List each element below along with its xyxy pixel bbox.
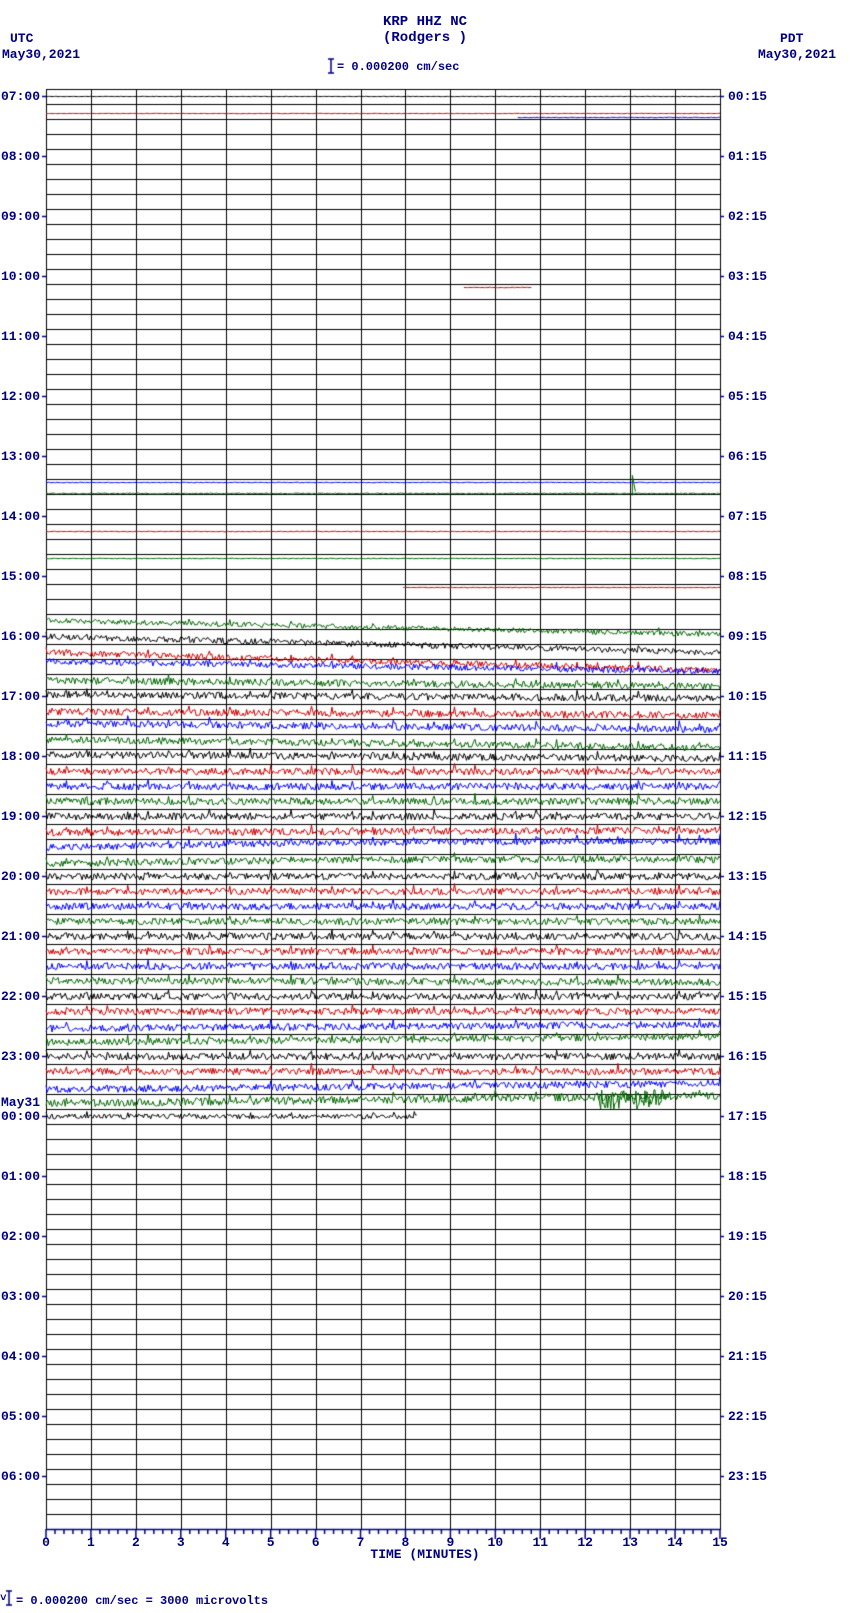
pdt-hour-07:15: 07:15 (728, 509, 767, 524)
pdt-hour-19:15: 19:15 (728, 1229, 767, 1244)
utc-hour-01:00: 01:00 (1, 1169, 40, 1184)
pdt-hour-17:15: 17:15 (728, 1109, 767, 1124)
title-line-0: KRP HHZ NC (383, 14, 467, 30)
pdt-hour-03:15: 03:15 (728, 269, 767, 284)
utc-hour-05:00: 05:00 (1, 1409, 40, 1424)
utc-hour-08:00: 08:00 (1, 149, 40, 164)
x-tick-3: 3 (177, 1535, 185, 1550)
pdt-hour-01:15: 01:15 (728, 149, 767, 164)
pdt-hour-14:15: 14:15 (728, 929, 767, 944)
footer-tick-glyph: ˅ (0, 1593, 7, 1605)
pdt-hour-09:15: 09:15 (728, 629, 767, 644)
pdt-hour-05:15: 05:15 (728, 389, 767, 404)
utc-hour-22:00: 22:00 (1, 989, 40, 1004)
pdt-hour-16:15: 16:15 (728, 1049, 767, 1064)
utc-hour-13:00: 13:00 (1, 449, 40, 464)
utc-hour-11:00: 11:00 (1, 329, 40, 344)
title-line-1: (Rodgers ) (383, 30, 467, 46)
pdt-hour-08:15: 08:15 (728, 569, 767, 584)
x-tick-10: 10 (488, 1535, 504, 1550)
x-tick-15: 15 (712, 1535, 728, 1550)
footer-text: = 0.000200 cm/sec = 3000 microvolts (16, 1594, 268, 1608)
pdt-hour-11:15: 11:15 (728, 749, 767, 764)
x-tick-5: 5 (267, 1535, 275, 1550)
utc-hour-15:00: 15:00 (1, 569, 40, 584)
x-tick-0: 0 (42, 1535, 50, 1550)
pdt-hour-06:15: 06:15 (728, 449, 767, 464)
utc-hour-12:00: 12:00 (1, 389, 40, 404)
seismogram-plot (0, 0, 850, 1613)
x-axis-label: TIME (MINUTES) (370, 1547, 479, 1562)
pdt-hour-21:15: 21:15 (728, 1349, 767, 1364)
pdt-hour-04:15: 04:15 (728, 329, 767, 344)
pdt-hour-15:15: 15:15 (728, 989, 767, 1004)
pdt-hour-12:15: 12:15 (728, 809, 767, 824)
pdt-hour-02:15: 02:15 (728, 209, 767, 224)
utc-hour-07:00: 07:00 (1, 89, 40, 104)
pdt-hour-23:15: 23:15 (728, 1469, 767, 1484)
utc-hour-06:00: 06:00 (1, 1469, 40, 1484)
header-label-2: PDT (780, 31, 803, 46)
pdt-hour-20:15: 20:15 (728, 1289, 767, 1304)
x-tick-1: 1 (87, 1535, 95, 1550)
utc-hour-09:00: 09:00 (1, 209, 40, 224)
x-tick-6: 6 (312, 1535, 320, 1550)
utc-hour-02:00: 02:00 (1, 1229, 40, 1244)
header-label-3: May30,2021 (758, 47, 836, 62)
utc-hour-10:00: 10:00 (1, 269, 40, 284)
x-tick-12: 12 (577, 1535, 593, 1550)
x-tick-14: 14 (667, 1535, 683, 1550)
pdt-hour-13:15: 13:15 (728, 869, 767, 884)
utc-hour-04:00: 04:00 (1, 1349, 40, 1364)
utc-hour-00:00: 00:00 (1, 1109, 40, 1124)
utc-hour-16:00: 16:00 (1, 629, 40, 644)
utc-date-label: May31 (1, 1095, 40, 1110)
seismogram-container: KRP HHZ NC(Rodgers )UTCMay30,2021PDTMay3… (0, 0, 850, 1613)
utc-hour-14:00: 14:00 (1, 509, 40, 524)
utc-hour-23:00: 23:00 (1, 1049, 40, 1064)
utc-hour-17:00: 17:00 (1, 689, 40, 704)
utc-hour-03:00: 03:00 (1, 1289, 40, 1304)
pdt-hour-00:15: 00:15 (728, 89, 767, 104)
pdt-hour-22:15: 22:15 (728, 1409, 767, 1424)
pdt-hour-18:15: 18:15 (728, 1169, 767, 1184)
x-tick-13: 13 (622, 1535, 638, 1550)
utc-hour-18:00: 18:00 (1, 749, 40, 764)
scale-indicator-text: = 0.000200 cm/sec (337, 60, 459, 74)
header-label-1: May30,2021 (2, 47, 80, 62)
header-label-0: UTC (10, 31, 33, 46)
x-tick-2: 2 (132, 1535, 140, 1550)
utc-hour-21:00: 21:00 (1, 929, 40, 944)
utc-hour-20:00: 20:00 (1, 869, 40, 884)
x-tick-4: 4 (222, 1535, 230, 1550)
pdt-hour-10:15: 10:15 (728, 689, 767, 704)
x-tick-7: 7 (357, 1535, 365, 1550)
x-tick-11: 11 (532, 1535, 548, 1550)
utc-hour-19:00: 19:00 (1, 809, 40, 824)
